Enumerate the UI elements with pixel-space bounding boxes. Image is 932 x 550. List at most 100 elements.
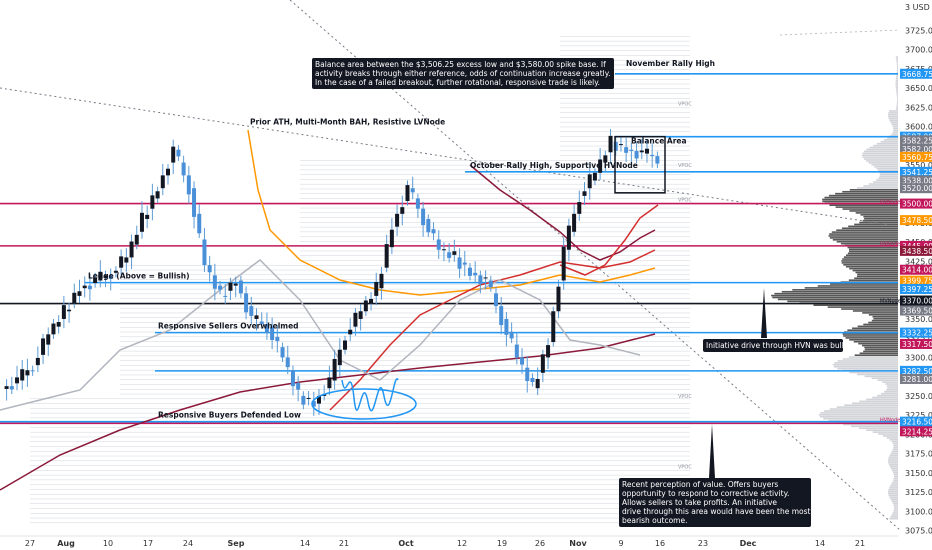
candle-body (608, 135, 613, 153)
volume-profile-bar (871, 319, 898, 322)
price-tag-label: 3582.25 (902, 136, 932, 145)
volume-profile-bar (849, 189, 898, 191)
candle-body (426, 218, 431, 233)
price-tick-label: 3125.00 (905, 488, 932, 497)
volume-profile-bar (855, 212, 898, 214)
volume-profile-bar (844, 404, 898, 406)
volume-profile-bar (866, 160, 898, 162)
time-tick-label: 9 (618, 539, 623, 548)
volume-profile-bar (886, 437, 898, 439)
defended-low-wave (341, 378, 399, 412)
time-tick-label: 24 (183, 539, 193, 548)
candle-body (374, 282, 379, 296)
volume-profile-bar (889, 465, 898, 468)
price-tag-bg (900, 175, 932, 186)
price-tag-bg (900, 338, 932, 349)
volume-profile-bar (877, 394, 898, 397)
volume-profile-bar (881, 392, 898, 395)
candle-body (238, 280, 243, 294)
drawn-shapes (311, 135, 767, 478)
volume-profile-bar (895, 81, 898, 83)
candle-body (561, 246, 566, 281)
candle-body (405, 185, 410, 202)
volume-profile-bar (896, 108, 898, 110)
volume-profile-bar (824, 196, 898, 199)
volume-profile-bar (895, 56, 898, 58)
volume-profile-bar (822, 200, 898, 203)
volume-profile-bar (896, 71, 898, 74)
volume-profile-bar (829, 204, 898, 206)
volume-profile-bar (896, 92, 898, 95)
candle-body (20, 369, 25, 381)
volume-profile-bar (896, 69, 898, 72)
candle-body (540, 354, 545, 373)
note-line: bearish outcome. (622, 516, 687, 525)
volume-profile-bar (893, 508, 898, 510)
price-axis[interactable]: 3 USD 3075.00 3100.00 3125.00 3150.00 3175.00… (900, 3, 932, 536)
note-line: opportunity to respond to corrective act… (622, 489, 789, 498)
candle-body (176, 149, 181, 157)
price-tag-label: 3369.50 (902, 307, 932, 316)
time-tick-label: 10 (103, 539, 113, 548)
price-tag-bg (900, 143, 932, 154)
volume-profile-bar (882, 435, 898, 437)
note-text: Balance area between the $3,506.25 exces… (315, 60, 610, 87)
price-tag-bg (900, 166, 932, 177)
volume-profile-bar (840, 242, 898, 245)
volume-profile-bar (832, 364, 898, 366)
volume-profile-bar (854, 354, 898, 356)
time-axis[interactable]: 27 Aug 10 17 24 Sep 14 21 Oct 12 19 26 Nov 9 16 23 Dec 14… (0, 535, 898, 548)
price-tag-label: 3216.50 (902, 418, 932, 427)
volume-profile-bar (862, 152, 898, 155)
candle-body (488, 280, 493, 288)
volume-profile-bar (824, 410, 898, 412)
volume-profile-bar (849, 210, 898, 212)
candle-body (395, 213, 400, 227)
candle-body (379, 273, 384, 289)
volume-profile-bar (884, 139, 898, 141)
candle-body (98, 271, 103, 281)
candle-body (35, 357, 40, 366)
volume-profile-bar (872, 396, 898, 399)
annotation-label: Ledge (Above = Bullish) (88, 272, 190, 281)
volume-profile-bar (848, 279, 898, 281)
candle-body (202, 239, 207, 266)
volume-profile-bar (863, 323, 898, 326)
price-tag-label: 3332.25 (902, 329, 932, 338)
volume-profile-bar (878, 433, 898, 435)
candle-body (67, 309, 72, 312)
price-tag-bg (900, 215, 932, 226)
candle-body (478, 275, 483, 285)
volume-profile-bar (869, 146, 898, 149)
volume-profile-bar (864, 217, 898, 220)
note-line: Balance area between the $3,506.25 exces… (315, 60, 606, 69)
price-tick-label: 3075.00 (905, 527, 932, 536)
volume-profile-bar (854, 223, 898, 226)
price-tag-label: 3281.00 (902, 375, 932, 384)
volume-profile-bar (884, 390, 898, 393)
candle-body (598, 159, 603, 173)
volume-profile-bar (876, 142, 898, 145)
volume-profile-bar (823, 417, 898, 420)
price-tag-label: 3399.75 (902, 277, 932, 286)
volume-profile-bar (886, 385, 898, 387)
volume-profile-bar (864, 346, 898, 349)
volume-profile-bar (853, 340, 898, 343)
volume-profile-bar (889, 439, 898, 441)
volume-profile-bar (852, 327, 898, 330)
volume-profile-bar (896, 64, 898, 66)
axis-unit-label: 3 USD (905, 3, 930, 12)
candle-body (499, 306, 504, 326)
candle-body (150, 195, 155, 209)
volume-profile-bar (893, 479, 898, 481)
price-tag-bg (900, 283, 932, 294)
volume-profile-bar (866, 429, 898, 431)
volume-profile-bar (895, 85, 898, 87)
volume-profile-bar (856, 275, 898, 278)
volume-profile-bar (847, 246, 898, 249)
volume-profile-bar (892, 448, 898, 451)
volume-profile-bar (859, 400, 898, 403)
volume-profile-bar (857, 273, 898, 276)
volume-profile-bar (852, 402, 898, 405)
small-profile-label: HVNode (880, 199, 900, 205)
